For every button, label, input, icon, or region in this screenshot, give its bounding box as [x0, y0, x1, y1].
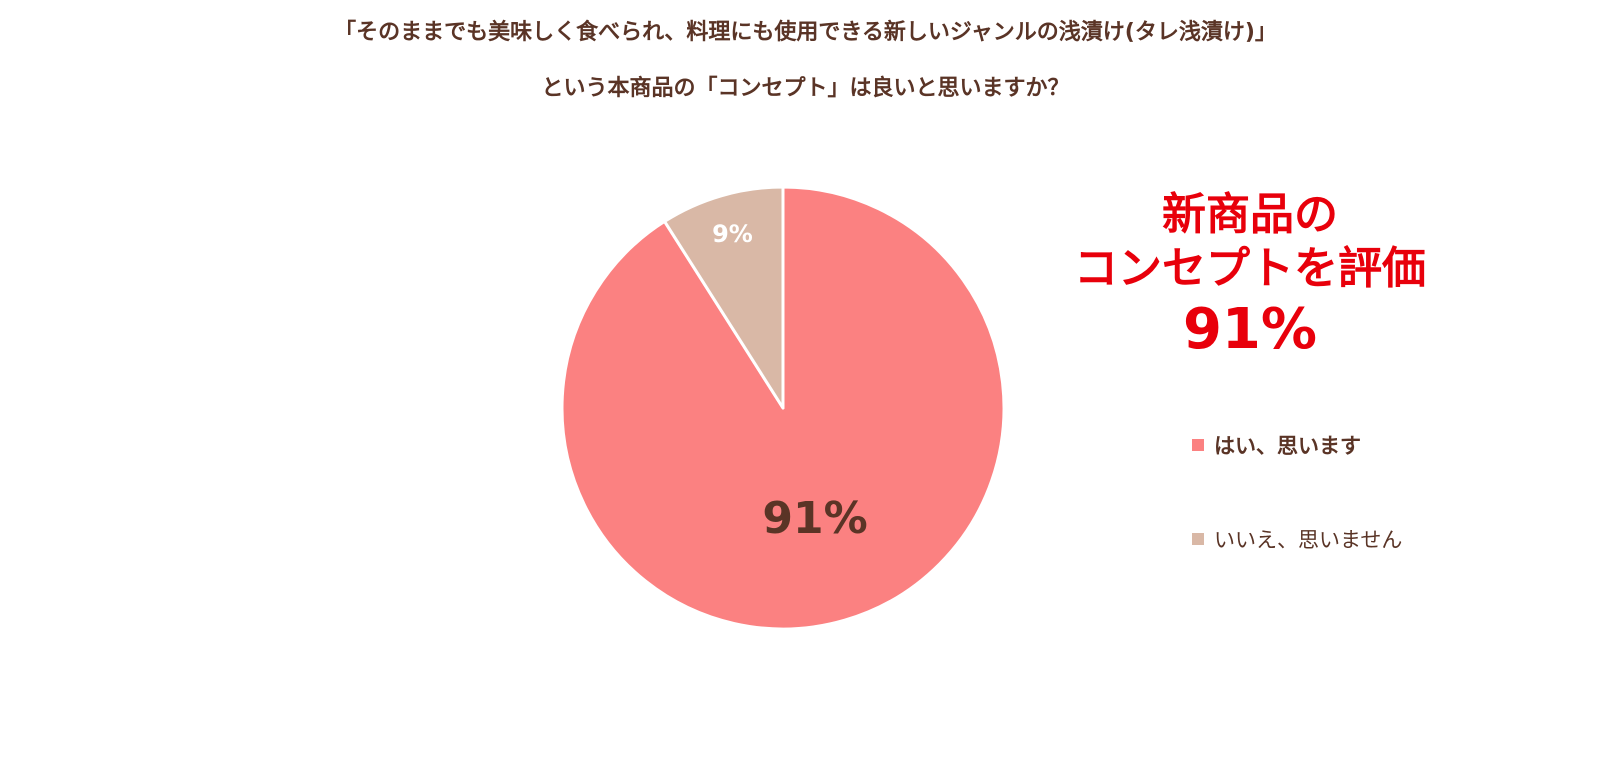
legend-label-no: いいえ、思いません [1214, 528, 1403, 552]
pie-data-label-no: 9% [712, 220, 753, 248]
legend-item-no: いいえ、思いません [1192, 524, 1402, 554]
chart-title: 「そのままでも美味しく食べられ、料理にも使用できる新しいジャンルの浅漬け(タレ浅… [0, 18, 1611, 104]
callout-line-1: 新商品の [1162, 189, 1338, 240]
legend-swatch-no [1192, 533, 1204, 545]
chart-title-line-2: という本商品の「コンセプト」は良いと思いますか？ [541, 76, 1070, 101]
callout-percentage: 91% [1182, 297, 1318, 362]
legend: はい、思います いいえ、思いません [1192, 430, 1402, 554]
evaluation-callout: 新商品の コンセプトを評価 91% [1060, 188, 1440, 362]
pie-data-labels: 91% 9% [712, 220, 868, 544]
callout-line-2: コンセプトを評価 [1074, 243, 1426, 294]
chart-title-line-1: 「そのままでも美味しく食べられ、料理にも使用できる新しいジャンルの浅漬け(タレ浅… [334, 20, 1277, 45]
pie-slice-no [663, 185, 785, 410]
legend-item-yes: はい、思います [1192, 430, 1402, 460]
pie-data-label-yes: 91% [762, 493, 867, 544]
legend-swatch-yes [1192, 439, 1204, 451]
legend-label-yes: はい、思います [1214, 434, 1361, 458]
pie-slices [560, 185, 1006, 631]
